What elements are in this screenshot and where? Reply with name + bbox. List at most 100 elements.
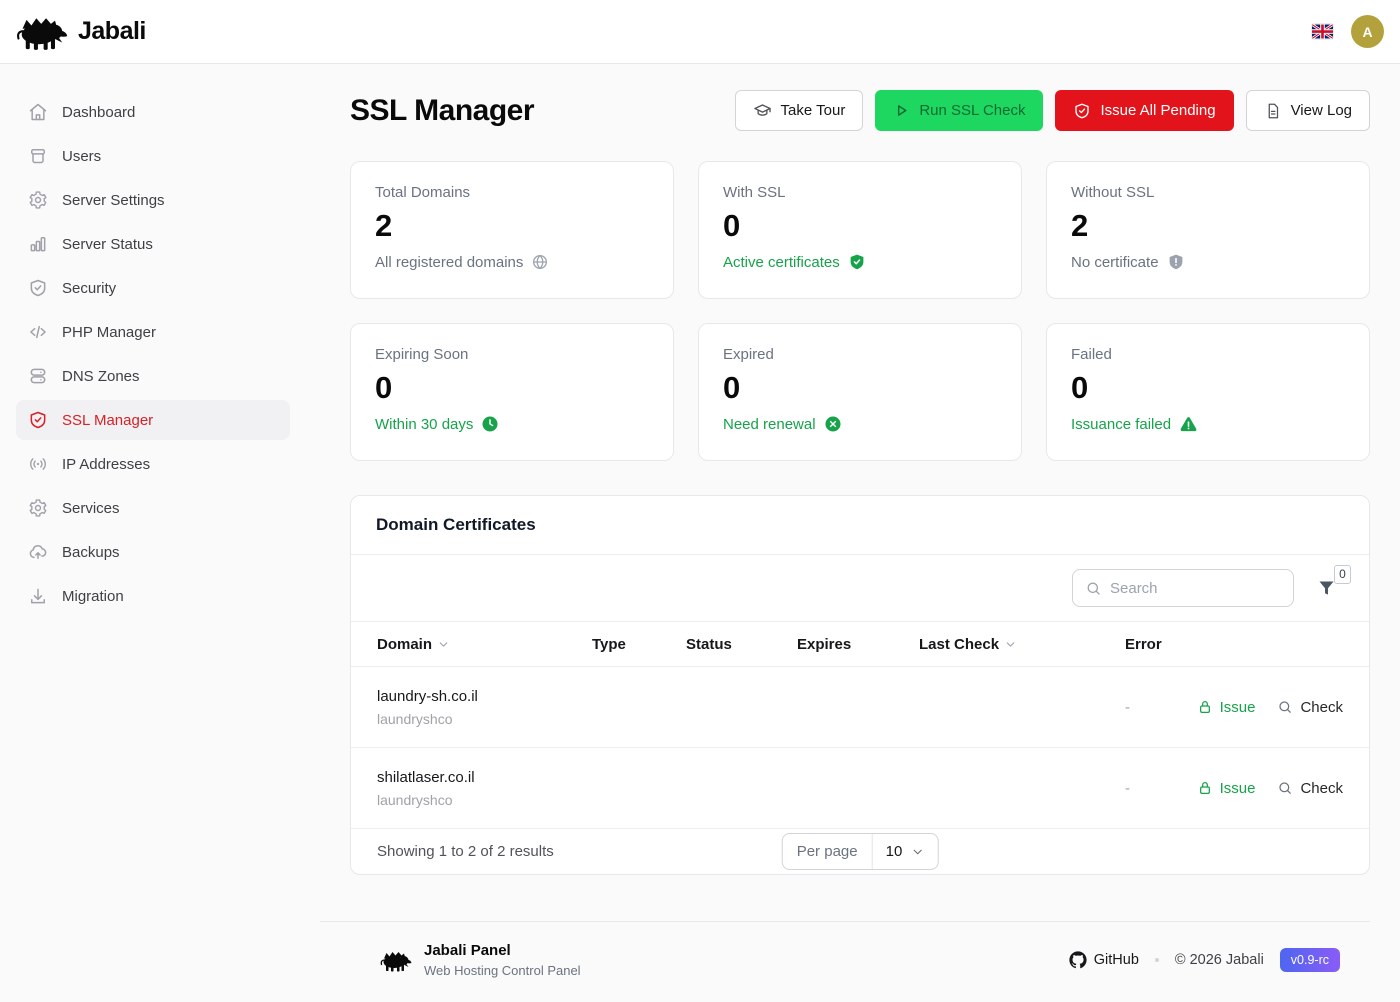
stat-label: Total Domains xyxy=(375,184,471,201)
clock-filled-icon xyxy=(481,415,499,433)
shield-check-icon xyxy=(28,278,48,298)
domain-certificates-panel: Domain Certificates 0 Domain Type St xyxy=(350,495,1370,875)
domain-name: shilatlaser.co.il xyxy=(377,768,475,786)
sidebar-item-label: Security xyxy=(62,279,117,297)
column-header-status[interactable]: Status xyxy=(686,636,797,653)
sidebar-item-label: Migration xyxy=(62,587,124,605)
stat-value: 0 xyxy=(723,208,741,243)
column-label: Expires xyxy=(797,635,852,653)
action-label: Check xyxy=(1300,698,1343,716)
users-box-icon xyxy=(28,146,48,166)
button-label: Take Tour xyxy=(780,102,846,119)
github-link[interactable]: GitHub xyxy=(1069,951,1139,969)
column-label: Error xyxy=(1125,635,1162,653)
copyright: © 2026 Jabali xyxy=(1174,952,1264,968)
action-label: Issue xyxy=(1219,698,1256,716)
run-ssl-check-button[interactable]: Run SSL Check xyxy=(875,90,1044,131)
column-label: Type xyxy=(592,635,626,653)
sidebar-item-label: PHP Manager xyxy=(62,323,156,341)
play-icon xyxy=(893,102,910,119)
sidebar-item-services[interactable]: Services xyxy=(16,488,290,528)
error-cell: - xyxy=(1125,779,1130,797)
shield-check-icon xyxy=(28,410,48,430)
language-flag-uk-icon[interactable] xyxy=(1312,24,1333,39)
stat-label: Expiring Soon xyxy=(375,346,469,363)
version-badge[interactable]: v0.9-rc xyxy=(1279,948,1340,972)
column-header-last-check[interactable]: Last Check xyxy=(919,636,1125,653)
search-input[interactable] xyxy=(1110,579,1281,597)
gear-icon xyxy=(28,498,48,518)
page-actions: Take Tour Run SSL Check Issue All Pendin… xyxy=(734,90,1370,131)
cloud-upload-icon xyxy=(28,542,48,562)
main-content: SSL Manager Take Tour Run SSL Check Issu… xyxy=(320,64,1400,1002)
sidebar-item-dns-zones[interactable]: DNS Zones xyxy=(16,356,290,396)
sidebar-item-backups[interactable]: Backups xyxy=(16,532,290,572)
per-page-value: 10 xyxy=(885,843,903,860)
per-page-label: Per page xyxy=(783,834,873,869)
search-box xyxy=(1072,569,1294,607)
boar-logo-icon xyxy=(380,949,412,972)
sidebar-item-php-manager[interactable]: PHP Manager xyxy=(16,312,290,352)
search-icon xyxy=(1085,580,1102,597)
stat-card-total-domains: Total Domains 2 All registered domains xyxy=(350,161,674,299)
per-page-select[interactable]: 10 xyxy=(873,834,938,869)
stat-value: 2 xyxy=(375,208,393,243)
brand-name: Jabali xyxy=(78,17,146,45)
filter-button[interactable]: 0 xyxy=(1316,564,1351,599)
stat-card-expiring-soon: Expiring Soon 0 Within 30 days xyxy=(350,323,674,461)
domain-owner: laundryshco xyxy=(377,710,453,727)
stat-value: 0 xyxy=(375,370,393,405)
sidebar-item-server-status[interactable]: Server Status xyxy=(16,224,290,264)
issue-all-pending-button[interactable]: Issue All Pending xyxy=(1055,90,1234,131)
search-icon xyxy=(1277,780,1293,796)
issue-action[interactable]: Issue xyxy=(1197,780,1255,797)
chevron-down-icon xyxy=(910,845,924,859)
user-avatar[interactable]: A xyxy=(1351,15,1384,48)
sidebar-item-label: Backups xyxy=(62,543,120,561)
column-header-domain[interactable]: Domain xyxy=(377,636,592,653)
server-stack-icon xyxy=(28,366,48,386)
sidebar-item-dashboard[interactable]: Dashboard xyxy=(16,92,290,132)
shield-check-filled-icon xyxy=(848,253,866,271)
button-label: View Log xyxy=(1290,102,1352,119)
column-header-error[interactable]: Error xyxy=(1125,636,1343,653)
sidebar-item-label: Server Status xyxy=(62,235,153,253)
top-bar: Jabali A xyxy=(0,0,1400,64)
sidebar-item-migration[interactable]: Migration xyxy=(16,576,290,616)
page-footer: Jabali Panel Web Hosting Control Panel G… xyxy=(320,921,1370,1002)
stat-value: 0 xyxy=(723,370,741,405)
footer-brand: Jabali Panel xyxy=(424,942,511,959)
sidebar-item-label: Users xyxy=(62,147,102,165)
sidebar-item-security[interactable]: Security xyxy=(16,268,290,308)
stat-card-failed: Failed 0 Issuance failed xyxy=(1046,323,1370,461)
sidebar-item-label: DNS Zones xyxy=(62,367,140,385)
view-log-button[interactable]: View Log xyxy=(1245,90,1370,131)
stat-cards: Total Domains 2 All registered domains W… xyxy=(350,161,1370,461)
stat-value: 0 xyxy=(1071,370,1089,405)
sidebar-item-ssl-manager[interactable]: SSL Manager xyxy=(16,400,290,440)
stat-subtitle: Active certificates xyxy=(723,253,840,271)
document-icon xyxy=(1264,102,1282,120)
stat-subtitle: All registered domains xyxy=(375,253,524,271)
code-icon xyxy=(28,322,48,342)
github-label: GitHub xyxy=(1093,952,1139,968)
column-header-expires[interactable]: Expires xyxy=(797,636,919,653)
stat-subtitle: Issuance failed xyxy=(1071,416,1172,433)
check-action[interactable]: Check xyxy=(1277,699,1343,716)
issue-action[interactable]: Issue xyxy=(1197,698,1256,716)
chevron-down-icon xyxy=(1004,638,1017,651)
button-label: Issue All Pending xyxy=(1100,102,1216,119)
column-header-type[interactable]: Type xyxy=(592,636,686,653)
sidebar-item-label: Services xyxy=(62,499,120,517)
sidebar-item-server-settings[interactable]: Server Settings xyxy=(16,180,290,220)
brand[interactable]: Jabali xyxy=(16,14,146,50)
sidebar-item-label: IP Addresses xyxy=(62,455,151,473)
take-tour-button[interactable]: Take Tour xyxy=(734,90,864,131)
sidebar-item-label: Server Settings xyxy=(62,191,165,209)
error-cell: - xyxy=(1125,698,1130,716)
sidebar-item-users[interactable]: Users xyxy=(16,136,290,176)
funnel-icon xyxy=(1316,578,1337,599)
sidebar-item-ip-addresses[interactable]: IP Addresses xyxy=(16,444,290,484)
github-icon xyxy=(1069,951,1087,969)
check-action[interactable]: Check xyxy=(1277,780,1343,797)
